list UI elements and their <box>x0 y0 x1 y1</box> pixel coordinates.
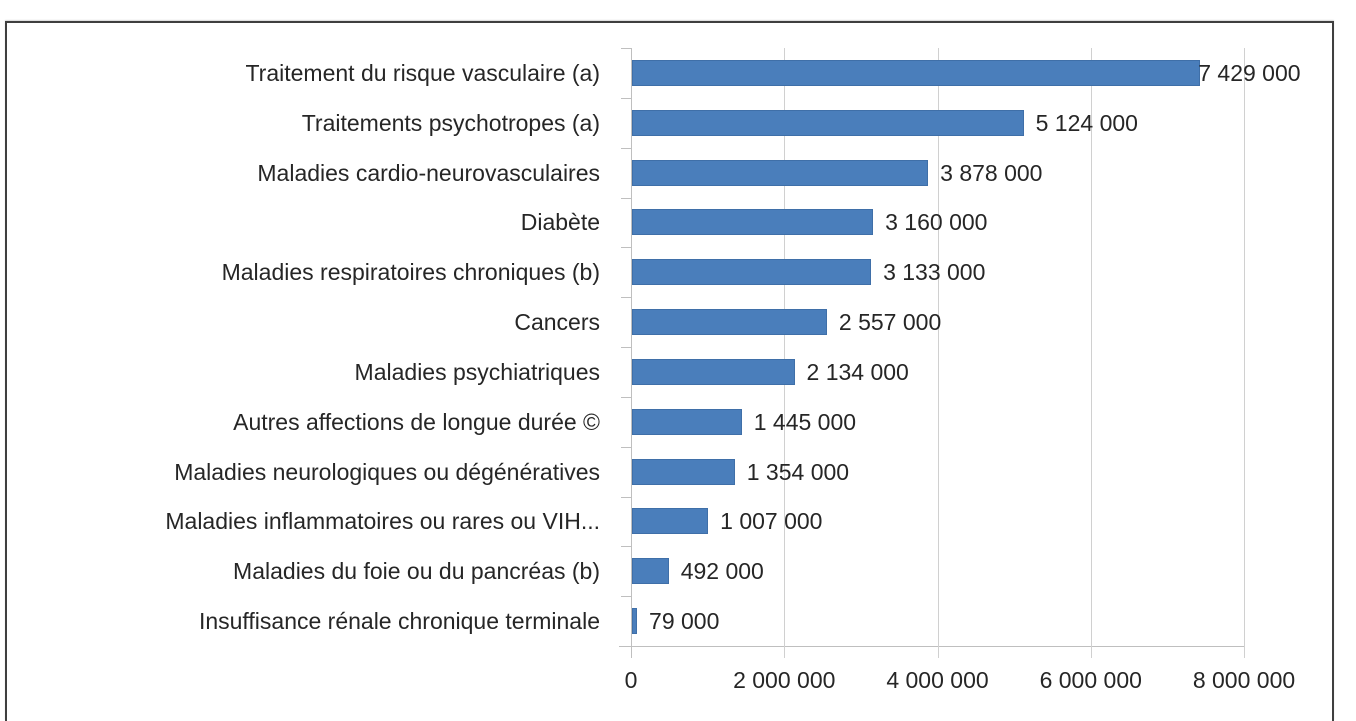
category-tick <box>621 97 631 99</box>
category-label: Maladies neurologiques ou dégénératives <box>174 458 600 485</box>
gridline <box>784 48 786 658</box>
category-axis <box>631 48 632 658</box>
chart-frame <box>5 21 1334 721</box>
data-label: 492 000 <box>680 558 764 585</box>
bar <box>632 608 638 635</box>
category-tick <box>621 396 631 398</box>
category-label: Maladies inflammatoires ou rares ou VIH.… <box>165 508 600 535</box>
category-tick <box>621 197 631 199</box>
category-tick <box>621 446 631 448</box>
category-label: Traitement du risque vasculaire (a) <box>245 59 600 86</box>
bar <box>632 109 1024 136</box>
category-label: Diabète <box>520 209 600 236</box>
category-label: Maladies respiratoires chroniques (b) <box>221 259 600 286</box>
bar <box>632 358 795 385</box>
data-label: 1 354 000 <box>746 458 850 485</box>
category-label: Cancers <box>514 309 600 336</box>
bar <box>632 159 929 186</box>
value-axis <box>619 646 1245 647</box>
category-tick <box>621 48 631 49</box>
category-label: Maladies psychiatriques <box>354 358 600 385</box>
category-tick <box>621 596 631 598</box>
category-label: Maladies cardio-neurovasculaires <box>257 159 600 186</box>
bar <box>632 408 742 435</box>
data-label: 7 429 000 <box>1198 59 1301 86</box>
category-tick <box>621 546 631 548</box>
data-label: 1 007 000 <box>720 508 823 535</box>
bar <box>632 458 735 485</box>
category-label: Traitements psychotropes (a) <box>301 109 600 136</box>
category-label: Autres affections de longue durée © <box>233 408 600 435</box>
x-tick-label: 2 000 000 <box>733 667 836 693</box>
category-tick <box>621 646 631 647</box>
data-label: 3 878 000 <box>940 159 1043 186</box>
category-label: Insuffisance rénale chronique terminale <box>198 608 600 635</box>
x-tick-label: 0 <box>624 667 638 693</box>
bar <box>632 309 827 336</box>
bar <box>632 259 872 286</box>
gridline <box>937 48 939 658</box>
category-tick <box>621 496 631 498</box>
x-tick-label: 8 000 000 <box>1192 667 1296 693</box>
data-label: 5 124 000 <box>1035 109 1138 136</box>
data-label: 2 134 000 <box>806 358 909 385</box>
data-label: 79 000 <box>649 608 720 635</box>
bar <box>632 558 669 585</box>
data-label: 3 133 000 <box>883 259 986 286</box>
bar <box>632 59 1201 86</box>
x-tick-label: 4 000 000 <box>886 667 989 693</box>
category-tick <box>621 347 631 348</box>
data-label: 2 557 000 <box>838 309 942 336</box>
category-label: Maladies du foie ou du pancréas (b) <box>233 558 600 585</box>
gridline <box>1090 48 1092 658</box>
data-label: 1 445 000 <box>753 408 857 435</box>
category-tick <box>621 147 631 149</box>
x-tick-label: 6 000 000 <box>1039 667 1142 693</box>
bar <box>632 209 874 236</box>
category-tick <box>621 297 631 299</box>
data-label: 3 160 000 <box>885 209 988 236</box>
gridline <box>1244 48 1245 658</box>
bar <box>632 508 709 535</box>
category-tick <box>621 247 631 249</box>
